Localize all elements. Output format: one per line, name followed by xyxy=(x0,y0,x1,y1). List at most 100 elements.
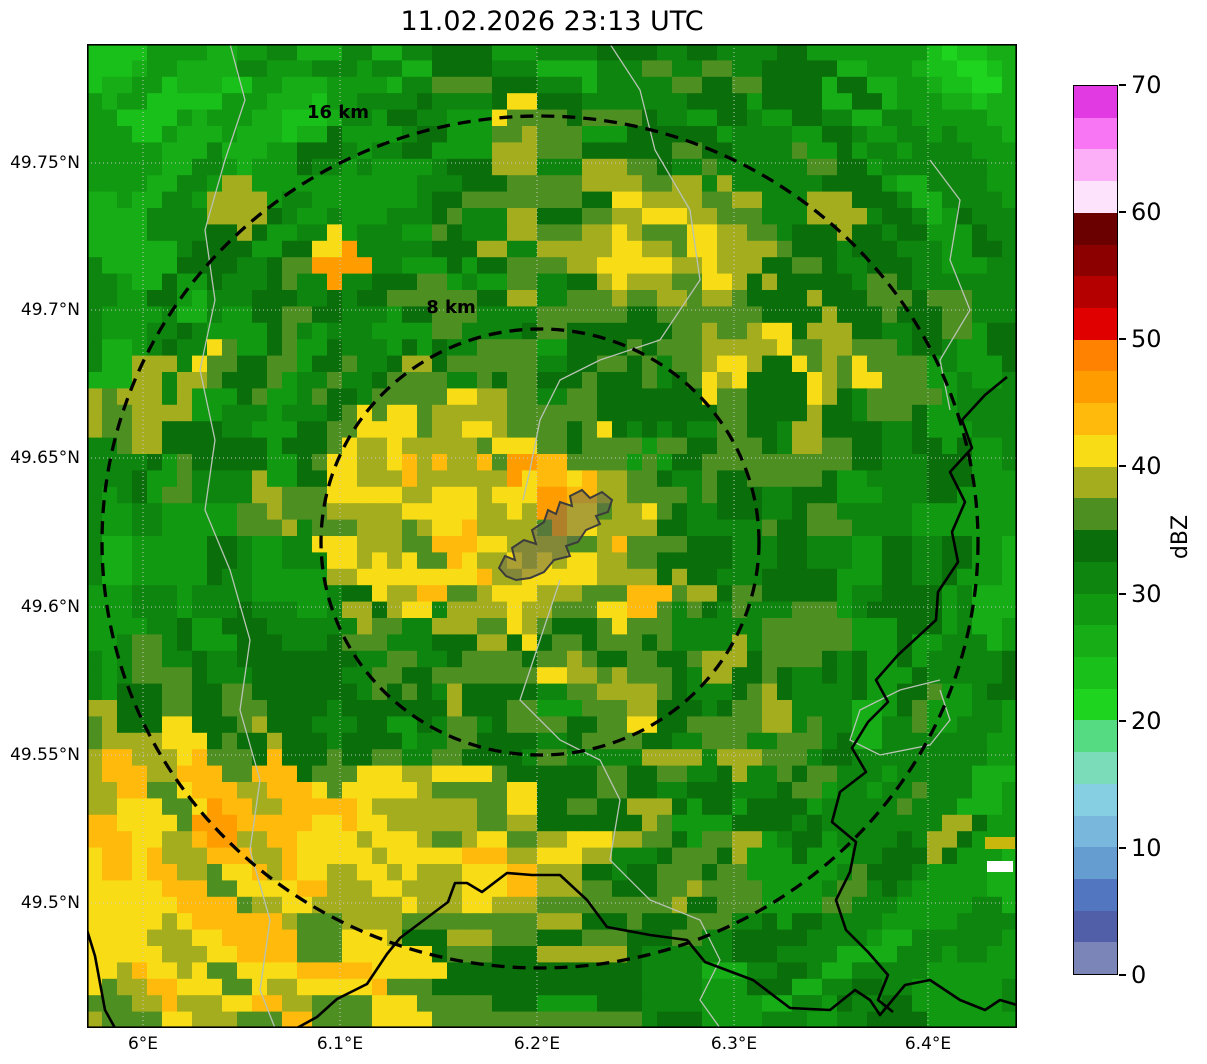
radar-cell xyxy=(612,650,628,668)
radar-cell xyxy=(462,585,478,603)
radar-cell xyxy=(477,306,493,324)
radar-cell xyxy=(432,552,448,570)
radar-cell xyxy=(252,290,268,308)
radar-cell xyxy=(372,355,388,373)
radar-cell xyxy=(777,864,793,882)
radar-cell xyxy=(492,847,508,865)
radar-cell xyxy=(657,339,673,357)
radar-cell xyxy=(747,290,763,308)
radar-cell xyxy=(717,240,733,258)
radar-cell xyxy=(582,995,598,1013)
radar-cell xyxy=(972,749,988,767)
radar-cell xyxy=(492,158,508,176)
radar-cell xyxy=(867,962,883,980)
radar-cell xyxy=(117,158,133,176)
radar-cell xyxy=(912,44,928,62)
radar-cell xyxy=(132,880,148,898)
radar-cell xyxy=(342,404,358,422)
radar-cell xyxy=(732,880,748,898)
radar-cell xyxy=(807,929,823,947)
radar-cell xyxy=(972,437,988,455)
radar-cell xyxy=(777,109,793,127)
radar-cell xyxy=(867,355,883,373)
colorbar-segment xyxy=(1074,625,1117,657)
radar-cell xyxy=(402,142,418,160)
map-plot: 16 km 8 km xyxy=(87,44,1017,1028)
radar-cell xyxy=(432,454,448,472)
radar-cell xyxy=(207,44,223,62)
radar-cell xyxy=(642,191,658,209)
radar-cell xyxy=(852,847,868,865)
radar-cell xyxy=(312,929,328,947)
radar-cell xyxy=(927,437,943,455)
radar-cell xyxy=(372,913,388,931)
radar-cell xyxy=(267,978,283,996)
radar-cell xyxy=(627,585,643,603)
radar-cell xyxy=(987,273,1003,291)
radar-cell xyxy=(237,650,253,668)
radar-cell xyxy=(252,798,268,816)
radar-cell xyxy=(87,716,103,734)
radar-cell xyxy=(612,929,628,947)
radar-cell xyxy=(822,355,838,373)
radar-cell xyxy=(792,273,808,291)
radar-cell xyxy=(162,437,178,455)
radar-cell xyxy=(942,618,958,636)
radar-cell xyxy=(642,880,658,898)
radar-cell xyxy=(327,273,343,291)
radar-cell xyxy=(147,404,163,422)
radar-cell xyxy=(747,700,763,718)
radar-cell xyxy=(552,60,568,78)
radar-cell xyxy=(867,749,883,767)
radar-cell xyxy=(672,995,688,1013)
radar-cell xyxy=(732,355,748,373)
radar-cell xyxy=(537,404,553,422)
radar-cell xyxy=(267,421,283,439)
radar-cell xyxy=(522,191,538,209)
radar-cell xyxy=(462,257,478,275)
radar-cell xyxy=(627,421,643,439)
radar-cell xyxy=(837,716,853,734)
radar-cell xyxy=(927,650,943,668)
radar-cell xyxy=(582,946,598,964)
radar-cell xyxy=(1002,847,1017,865)
radar-cell xyxy=(447,683,463,701)
radar-cell xyxy=(357,60,373,78)
radar-cell xyxy=(702,749,718,767)
radar-cell xyxy=(987,978,1003,996)
radar-cell xyxy=(537,913,553,931)
radar-cell xyxy=(237,76,253,94)
radar-cell xyxy=(402,896,418,914)
radar-cell xyxy=(222,437,238,455)
radar-cell xyxy=(717,503,733,521)
radar-cell xyxy=(237,503,253,521)
radar-cell xyxy=(702,782,718,800)
radar-cell xyxy=(657,880,673,898)
radar-cell xyxy=(177,93,193,111)
radar-cell xyxy=(972,306,988,324)
radar-cell xyxy=(1002,273,1017,291)
radar-cell xyxy=(972,208,988,226)
radar-cell xyxy=(762,700,778,718)
radar-cell xyxy=(327,191,343,209)
radar-cell xyxy=(972,224,988,242)
radar-cell xyxy=(702,1011,718,1028)
radar-cell xyxy=(777,847,793,865)
radar-cell xyxy=(432,913,448,931)
radar-cell xyxy=(492,224,508,242)
radar-cell xyxy=(447,667,463,685)
radar-cell xyxy=(327,536,343,554)
radar-cell xyxy=(132,700,148,718)
radar-cell xyxy=(687,634,703,652)
radar-cell xyxy=(852,782,868,800)
radar-cell xyxy=(87,798,103,816)
radar-cell xyxy=(882,76,898,94)
radar-cell xyxy=(792,44,808,62)
radar-cell xyxy=(162,683,178,701)
radar-cell xyxy=(657,142,673,160)
radar-cell xyxy=(927,880,943,898)
radar-cell xyxy=(507,732,523,750)
radar-cell xyxy=(297,667,313,685)
radar-cell xyxy=(657,995,673,1013)
radar-cell xyxy=(612,273,628,291)
